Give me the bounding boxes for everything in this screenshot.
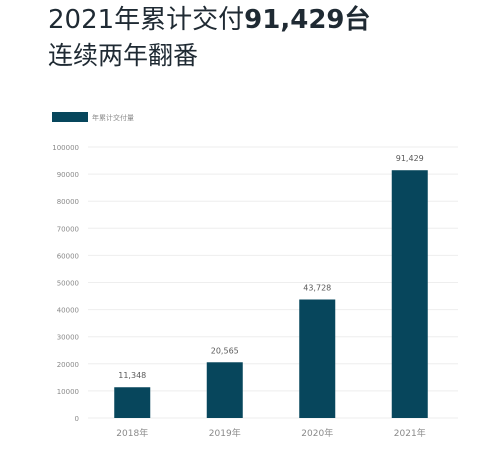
legend-label: 年累计交付量 [92,113,134,122]
bar [206,362,243,418]
headline-number: 91,429台 [244,5,371,35]
y-tick-label: 50000 [57,280,79,288]
data-labels: 11,348 20,565 43,728 91,429 [118,154,424,380]
y-tick-label: 80000 [57,198,79,206]
y-tick-label: 90000 [57,171,79,179]
headline: 2021年累计交付91,429台 连续两年翻番 [48,2,371,74]
bars [114,170,428,418]
bar [114,387,151,418]
y-tick-label: 60000 [57,252,79,260]
data-label: 43,728 [303,283,331,292]
y-tick-label: 40000 [57,307,79,315]
headline-line1: 2021年累计交付91,429台 [48,2,371,38]
data-label: 91,429 [396,154,424,163]
bar [299,299,336,418]
headline-prefix: 2021年累计交付 [48,5,245,35]
bar [391,170,428,418]
legend-swatch [52,112,88,122]
y-axis-ticks: 0 10000 20000 30000 40000 50000 60000 70000 8000… [52,144,79,423]
y-tick-label: 70000 [57,225,79,233]
data-label: 11,348 [118,371,146,380]
headline-line2: 连续两年翻番 [48,41,199,70]
x-tick-label: 2018年 [116,427,148,439]
y-tick-label: 30000 [57,334,79,342]
y-tick-label: 100000 [52,144,79,152]
x-tick-label: 2019年 [209,427,241,439]
y-tick-label: 0 [75,415,79,423]
x-tick-label: 2020年 [301,427,333,439]
legend: 年累计交付量 [52,112,134,122]
data-label: 20,565 [211,346,239,355]
x-tick-label: 2021年 [394,427,426,439]
x-axis-ticks: 2018年 2019年 2020年 2021年 [116,427,425,439]
y-tick-label: 10000 [57,388,79,396]
y-tick-label: 20000 [57,361,79,369]
